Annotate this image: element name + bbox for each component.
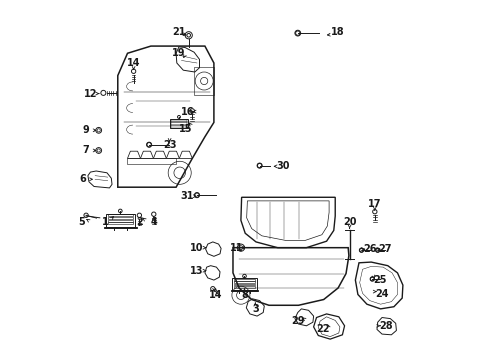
Text: 12: 12 [83, 89, 97, 99]
Text: 29: 29 [290, 316, 304, 326]
Text: 8: 8 [241, 290, 247, 300]
Text: 27: 27 [377, 244, 391, 254]
Text: 2: 2 [136, 217, 142, 228]
Text: 26: 26 [362, 244, 376, 254]
Text: 4: 4 [150, 217, 157, 228]
Text: 23: 23 [163, 140, 176, 150]
Text: 16: 16 [181, 107, 194, 117]
Text: 6: 6 [80, 174, 86, 184]
Text: 17: 17 [367, 199, 381, 210]
Text: 1: 1 [101, 217, 108, 228]
Text: 21: 21 [172, 27, 185, 37]
Text: 30: 30 [276, 161, 289, 171]
Text: 5: 5 [78, 217, 85, 228]
Text: 28: 28 [378, 321, 392, 331]
Text: 15: 15 [179, 124, 193, 134]
Text: 14: 14 [208, 290, 222, 300]
Text: 18: 18 [330, 27, 344, 37]
Text: 14: 14 [126, 58, 140, 68]
Text: 22: 22 [316, 324, 329, 334]
Text: 24: 24 [374, 289, 388, 300]
Text: 3: 3 [251, 304, 258, 314]
Text: 9: 9 [82, 125, 89, 135]
Text: 19: 19 [172, 48, 185, 58]
Text: 25: 25 [372, 275, 386, 285]
Text: 31: 31 [180, 191, 193, 201]
Text: 11: 11 [229, 243, 243, 253]
Text: 20: 20 [342, 217, 356, 228]
Text: 10: 10 [190, 243, 203, 253]
Text: 7: 7 [82, 145, 89, 156]
Text: 13: 13 [190, 266, 203, 276]
